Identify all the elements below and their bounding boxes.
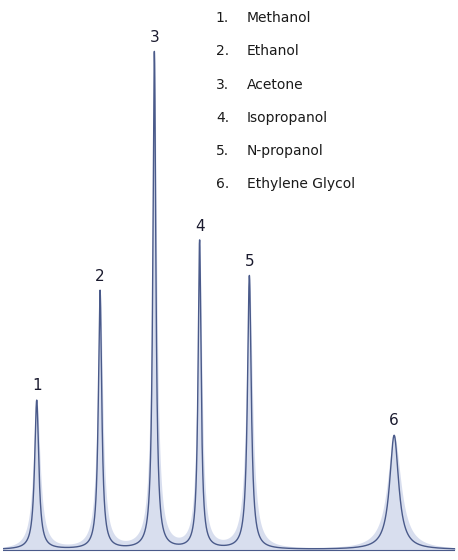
Text: 5.: 5. bbox=[216, 144, 229, 158]
Text: 3.: 3. bbox=[216, 78, 229, 92]
Text: 6: 6 bbox=[389, 413, 399, 428]
Text: 2.: 2. bbox=[216, 44, 229, 58]
Text: 4.: 4. bbox=[216, 111, 229, 125]
Text: 6.: 6. bbox=[216, 178, 229, 192]
Text: Acetone: Acetone bbox=[247, 78, 304, 92]
Text: N-propanol: N-propanol bbox=[247, 144, 324, 158]
Text: 1: 1 bbox=[32, 378, 42, 393]
Text: Methanol: Methanol bbox=[247, 11, 311, 25]
Text: 1.: 1. bbox=[216, 11, 229, 25]
Text: 3: 3 bbox=[149, 30, 159, 45]
Text: 2: 2 bbox=[95, 269, 105, 284]
Text: 5: 5 bbox=[245, 254, 254, 269]
Text: Ethylene Glycol: Ethylene Glycol bbox=[247, 178, 355, 192]
Text: Ethanol: Ethanol bbox=[247, 44, 300, 58]
Text: Isopropanol: Isopropanol bbox=[247, 111, 328, 125]
Text: 4: 4 bbox=[195, 219, 204, 234]
